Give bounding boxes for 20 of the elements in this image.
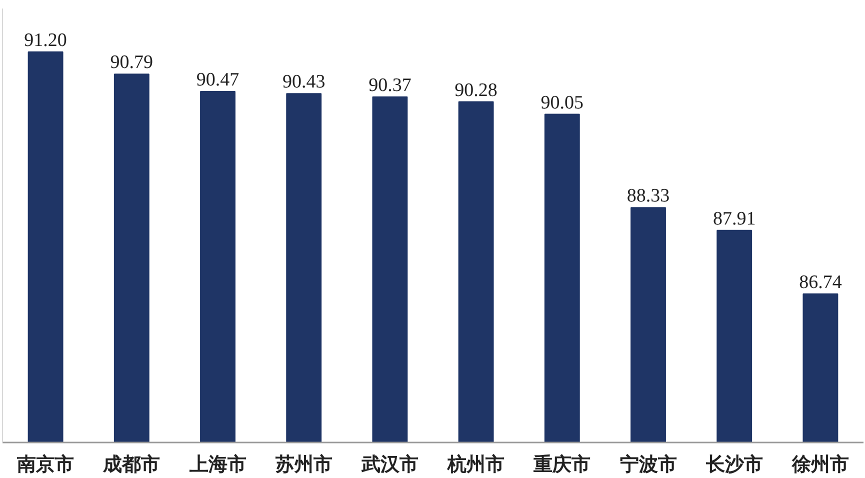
data-label: 87.91 (712, 208, 756, 230)
data-label: 90.28 (454, 80, 498, 101)
data-label: 90.37 (368, 74, 412, 96)
data-label: 90.79 (110, 52, 154, 74)
data-label: 90.43 (282, 72, 326, 93)
x-tick-label: 长沙市 (704, 454, 763, 476)
x-tick-label: 苏州市 (274, 454, 332, 476)
data-label: 91.20 (24, 30, 67, 51)
data-label: 90.05 (540, 92, 584, 114)
data-label: 88.33 (626, 186, 670, 207)
x-tick-label: 武汉市 (360, 454, 418, 476)
x-tick-label: 徐州市 (790, 454, 849, 476)
data-label: 86.74 (799, 272, 842, 293)
x-tick-label: 重庆市 (532, 454, 591, 476)
data-label: 90.47 (196, 70, 240, 91)
x-tick-label: 宁波市 (620, 454, 677, 476)
x-tick-label: 成都市 (102, 454, 160, 476)
x-tick-label: 上海市 (188, 454, 246, 476)
x-tick-label: 南京市 (16, 454, 74, 476)
x-tick-label: 杭州市 (446, 454, 505, 476)
